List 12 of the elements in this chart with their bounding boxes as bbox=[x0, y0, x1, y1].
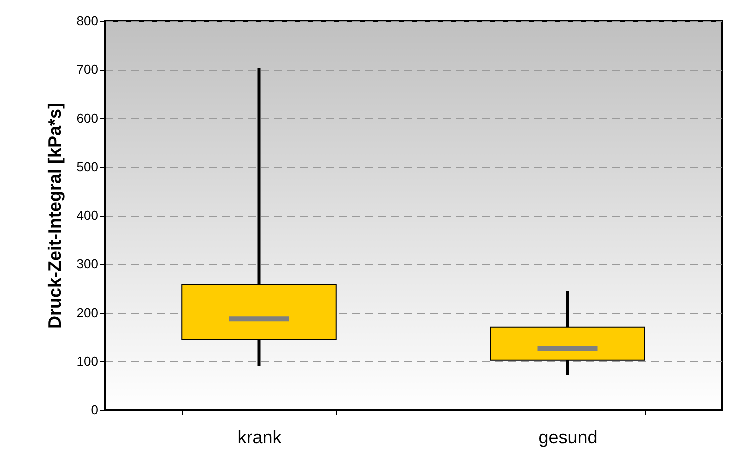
y-tick-label: 300 bbox=[76, 256, 98, 272]
y-tick-label: 500 bbox=[76, 159, 98, 174]
x-tick-label: gesund bbox=[538, 428, 598, 448]
y-tick-label: 700 bbox=[76, 62, 98, 78]
y-tick-label: 400 bbox=[76, 208, 98, 223]
y-tick-label: 100 bbox=[76, 354, 98, 369]
y-tick-label: 600 bbox=[76, 110, 98, 126]
y-tick-label: 200 bbox=[76, 305, 98, 320]
y-tick-label: 800 bbox=[76, 14, 98, 28]
x-tick-label: krank bbox=[238, 428, 283, 448]
y-axis-title: Druck-Zeit-Integral [kPa*s] bbox=[44, 102, 65, 330]
y-tick-label: 0 bbox=[91, 402, 98, 418]
